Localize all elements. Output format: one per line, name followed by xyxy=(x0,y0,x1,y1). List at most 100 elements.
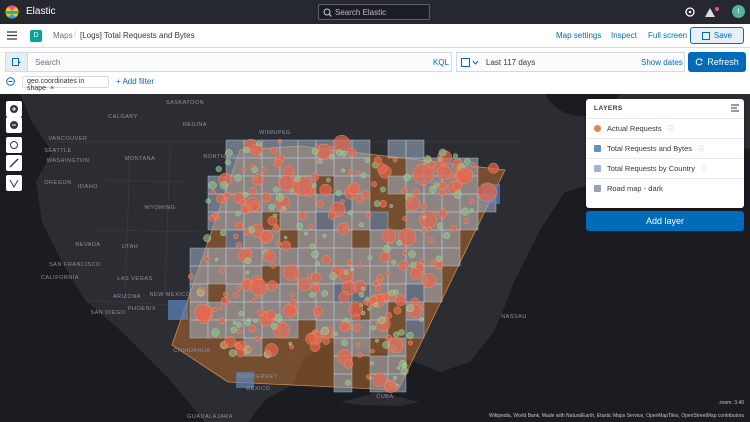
point xyxy=(275,193,284,202)
point xyxy=(234,174,242,182)
show-dates[interactable]: Show dates xyxy=(641,58,683,67)
point xyxy=(350,267,355,272)
layer-row[interactable]: Total Requests and Bytes ⓘ xyxy=(586,138,744,158)
kql-toggle[interactable]: KQL xyxy=(433,58,450,67)
layer-row[interactable]: Total Requests by Country ⓘ xyxy=(586,158,744,178)
point xyxy=(410,261,417,268)
point xyxy=(341,339,348,346)
point xyxy=(288,341,293,346)
point xyxy=(379,199,388,208)
point xyxy=(336,149,343,157)
refresh-button[interactable]: Refresh xyxy=(688,52,746,72)
grid-cell xyxy=(297,193,317,213)
point xyxy=(402,363,408,369)
point xyxy=(314,144,321,151)
point xyxy=(343,359,354,369)
point xyxy=(406,332,414,340)
point xyxy=(235,221,244,230)
point xyxy=(283,165,295,177)
point xyxy=(329,153,335,160)
date-picker[interactable]: Last 117 days Show dates xyxy=(456,52,685,72)
point xyxy=(253,318,258,323)
point xyxy=(388,289,396,297)
point xyxy=(260,167,267,174)
grid-cell xyxy=(333,373,353,393)
point xyxy=(240,204,250,214)
point xyxy=(327,211,337,220)
layers-menu[interactable] xyxy=(731,104,739,112)
place-label: MONTERREY xyxy=(238,374,278,380)
point xyxy=(261,192,271,203)
point xyxy=(245,270,250,275)
point xyxy=(333,134,351,152)
point xyxy=(310,172,320,182)
point xyxy=(218,268,225,275)
point xyxy=(273,158,283,168)
point xyxy=(400,367,409,375)
avatar[interactable]: t xyxy=(732,5,745,18)
breadcrumb[interactable]: Maps xyxy=(53,31,73,40)
draw-tool[interactable] xyxy=(6,155,22,171)
filter-remove[interactable]: × xyxy=(50,85,55,92)
point xyxy=(355,342,361,348)
grid-cell xyxy=(441,229,461,249)
global-search[interactable]: Search Elastic xyxy=(318,4,430,20)
point xyxy=(257,308,265,316)
layer-swatch xyxy=(594,145,601,152)
layer-row[interactable]: Actual Requests ⓘ xyxy=(586,118,744,138)
map-labels: SASKATOON CALGARY REGINA VANCOUVER WINNIPEG S… xyxy=(41,100,526,420)
inspect-link[interactable]: Inspect xyxy=(611,31,637,40)
grid-cell xyxy=(423,193,443,213)
point xyxy=(345,379,352,386)
filter-icon[interactable] xyxy=(6,77,15,86)
point xyxy=(337,222,350,235)
point xyxy=(249,201,260,212)
point xyxy=(402,216,408,222)
point xyxy=(194,304,212,322)
point xyxy=(228,349,237,358)
point xyxy=(270,262,277,269)
point xyxy=(385,270,391,276)
point xyxy=(419,317,424,322)
point xyxy=(268,203,276,211)
point xyxy=(310,341,321,352)
menu-icon[interactable] xyxy=(7,31,17,40)
map[interactable]: SASKATOON CALGARY REGINA VANCOUVER WINNIPEG S… xyxy=(0,94,750,422)
point xyxy=(321,290,329,297)
full-screen-link[interactable]: Full screen xyxy=(648,31,688,40)
space-badge[interactable]: D xyxy=(30,30,42,42)
search-placeholder: Search Elastic xyxy=(335,8,387,17)
point xyxy=(266,280,278,291)
draw-icon xyxy=(9,158,19,168)
point xyxy=(256,141,262,147)
point xyxy=(367,255,373,261)
add-layer-button[interactable]: Add layer xyxy=(586,211,744,231)
point xyxy=(280,240,291,251)
point xyxy=(438,148,447,157)
search-icon xyxy=(323,8,332,17)
nav-icons[interactable] xyxy=(684,6,744,19)
layer-row[interactable]: Road map - dark xyxy=(586,178,744,198)
point xyxy=(410,268,422,280)
set-view[interactable] xyxy=(6,137,22,153)
point xyxy=(312,183,317,188)
save-button[interactable]: Save xyxy=(690,27,744,44)
elastic-logo xyxy=(5,5,19,19)
map-settings-link[interactable]: Map settings xyxy=(556,31,602,40)
add-filter[interactable]: + Add filter xyxy=(116,77,155,86)
zoom-out[interactable] xyxy=(6,117,22,133)
point xyxy=(219,229,227,237)
filter-pill[interactable]: geo.coordinates in shape × xyxy=(22,76,109,92)
point xyxy=(347,147,357,157)
zoom-in[interactable] xyxy=(6,101,22,117)
place-label: REGINA xyxy=(183,122,207,128)
query-input[interactable]: Search KQL xyxy=(5,52,452,72)
point xyxy=(243,146,251,153)
layer-name: Actual Requests xyxy=(607,124,662,133)
saved-query-button[interactable] xyxy=(6,53,28,71)
fit-bounds[interactable] xyxy=(6,175,22,191)
point xyxy=(392,157,398,163)
point xyxy=(211,328,220,337)
layers-panel: LAYERS Actual Requests ⓘ Total Requests an… xyxy=(586,99,744,208)
point xyxy=(309,243,316,250)
